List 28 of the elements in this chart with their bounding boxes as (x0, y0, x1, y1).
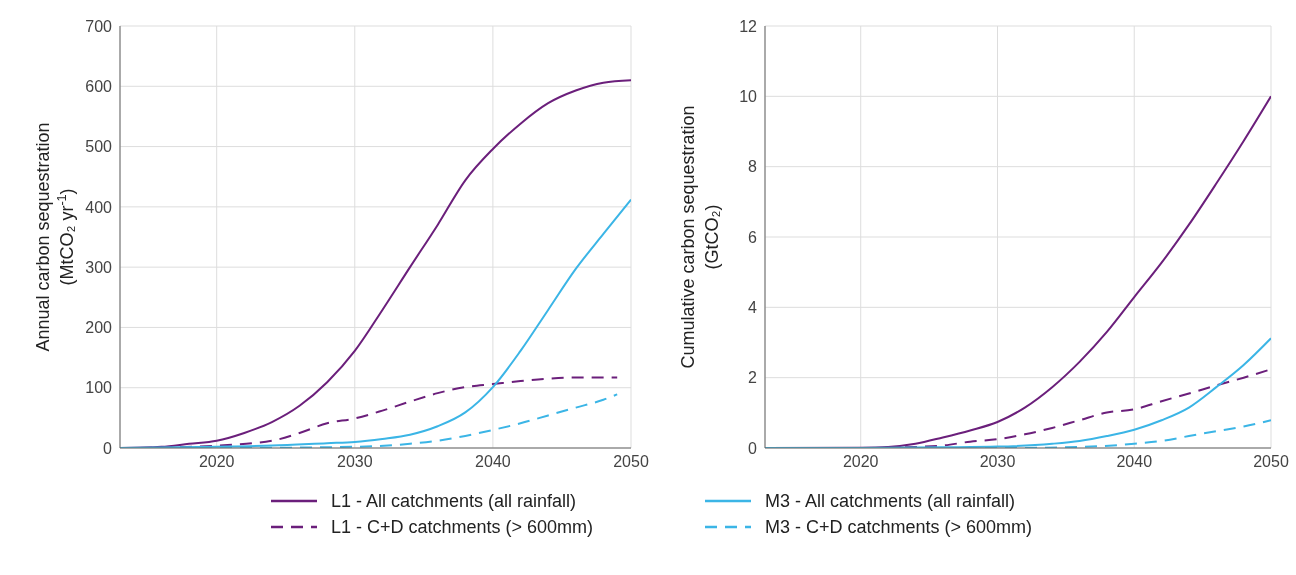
y-tick-label: 100 (85, 379, 113, 397)
y-tick-label: 4 (748, 299, 758, 317)
y-tick-label: 600 (85, 77, 113, 95)
x-tick-label: 2020 (198, 453, 235, 471)
x-tick-label: 2020 (842, 453, 879, 471)
y-tick-label: 300 (85, 258, 113, 276)
legend-label: M3 - C+D catchments (> 600mm) (765, 516, 1033, 538)
y-tick-label: 2 (748, 369, 758, 387)
x-tick-label: 2050 (613, 453, 649, 471)
y-tick-label: 0 (103, 439, 113, 457)
y-tick-label: 500 (85, 138, 113, 156)
legend-label: M3 - All catchments (all rainfall) (765, 490, 1016, 512)
x-tick-label: 2030 (336, 453, 373, 471)
legend-label: L1 - C+D catchments (> 600mm) (330, 516, 593, 538)
y-tick-label: 400 (85, 198, 113, 216)
y-tick-label: 8 (748, 158, 758, 176)
y-tick-label: 700 (85, 17, 113, 35)
x-tick-label: 2040 (1116, 453, 1153, 471)
x-tick-label: 2050 (1253, 453, 1289, 471)
y-tick-label: 200 (85, 319, 113, 337)
y-axis-title: Cumulative carbon sequestration (GtCO₂) (678, 105, 722, 369)
y-tick-label: 12 (739, 17, 758, 35)
y-tick-label: 10 (739, 88, 758, 106)
x-tick-label: 2030 (979, 453, 1016, 471)
x-tick-label: 2040 (475, 453, 511, 471)
y-tick-label: 0 (748, 439, 758, 457)
legend-label: L1 - All catchments (all rainfall) (330, 490, 576, 512)
y-tick-label: 6 (748, 228, 758, 246)
